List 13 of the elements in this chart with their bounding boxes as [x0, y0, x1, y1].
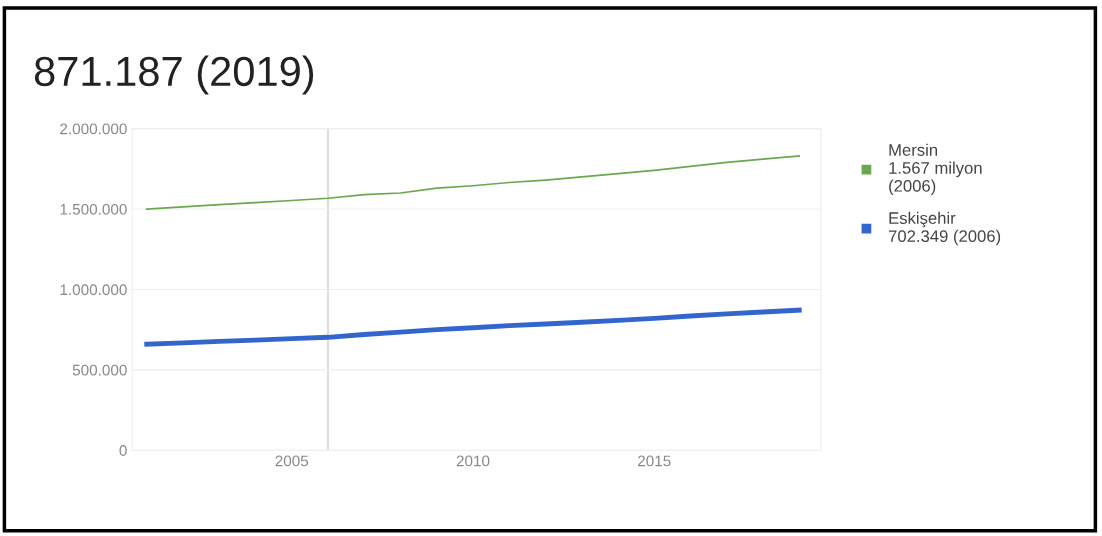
x-tick-label: 2015 — [638, 455, 671, 467]
y-tick-label: 500.000 — [72, 364, 127, 376]
y-tick-label: 0 — [119, 445, 127, 456]
chart-title: 871.187 (2019) — [34, 55, 314, 95]
x-tick-label: 2010 — [456, 455, 490, 467]
legend-label: Eskişehir 702.349 (2006) — [888, 211, 1001, 246]
x-tick-label: 2005 — [275, 455, 309, 467]
legend-label: Mersin 1.567 milyon (2006) — [889, 143, 982, 196]
line-series — [144, 307, 802, 347]
y-tick-label: 2.000.000 — [60, 123, 127, 135]
y-tick-label: 1.000.000 — [60, 284, 127, 296]
line-series — [145, 155, 801, 210]
y-tick-label: 1.500.000 — [60, 203, 127, 215]
